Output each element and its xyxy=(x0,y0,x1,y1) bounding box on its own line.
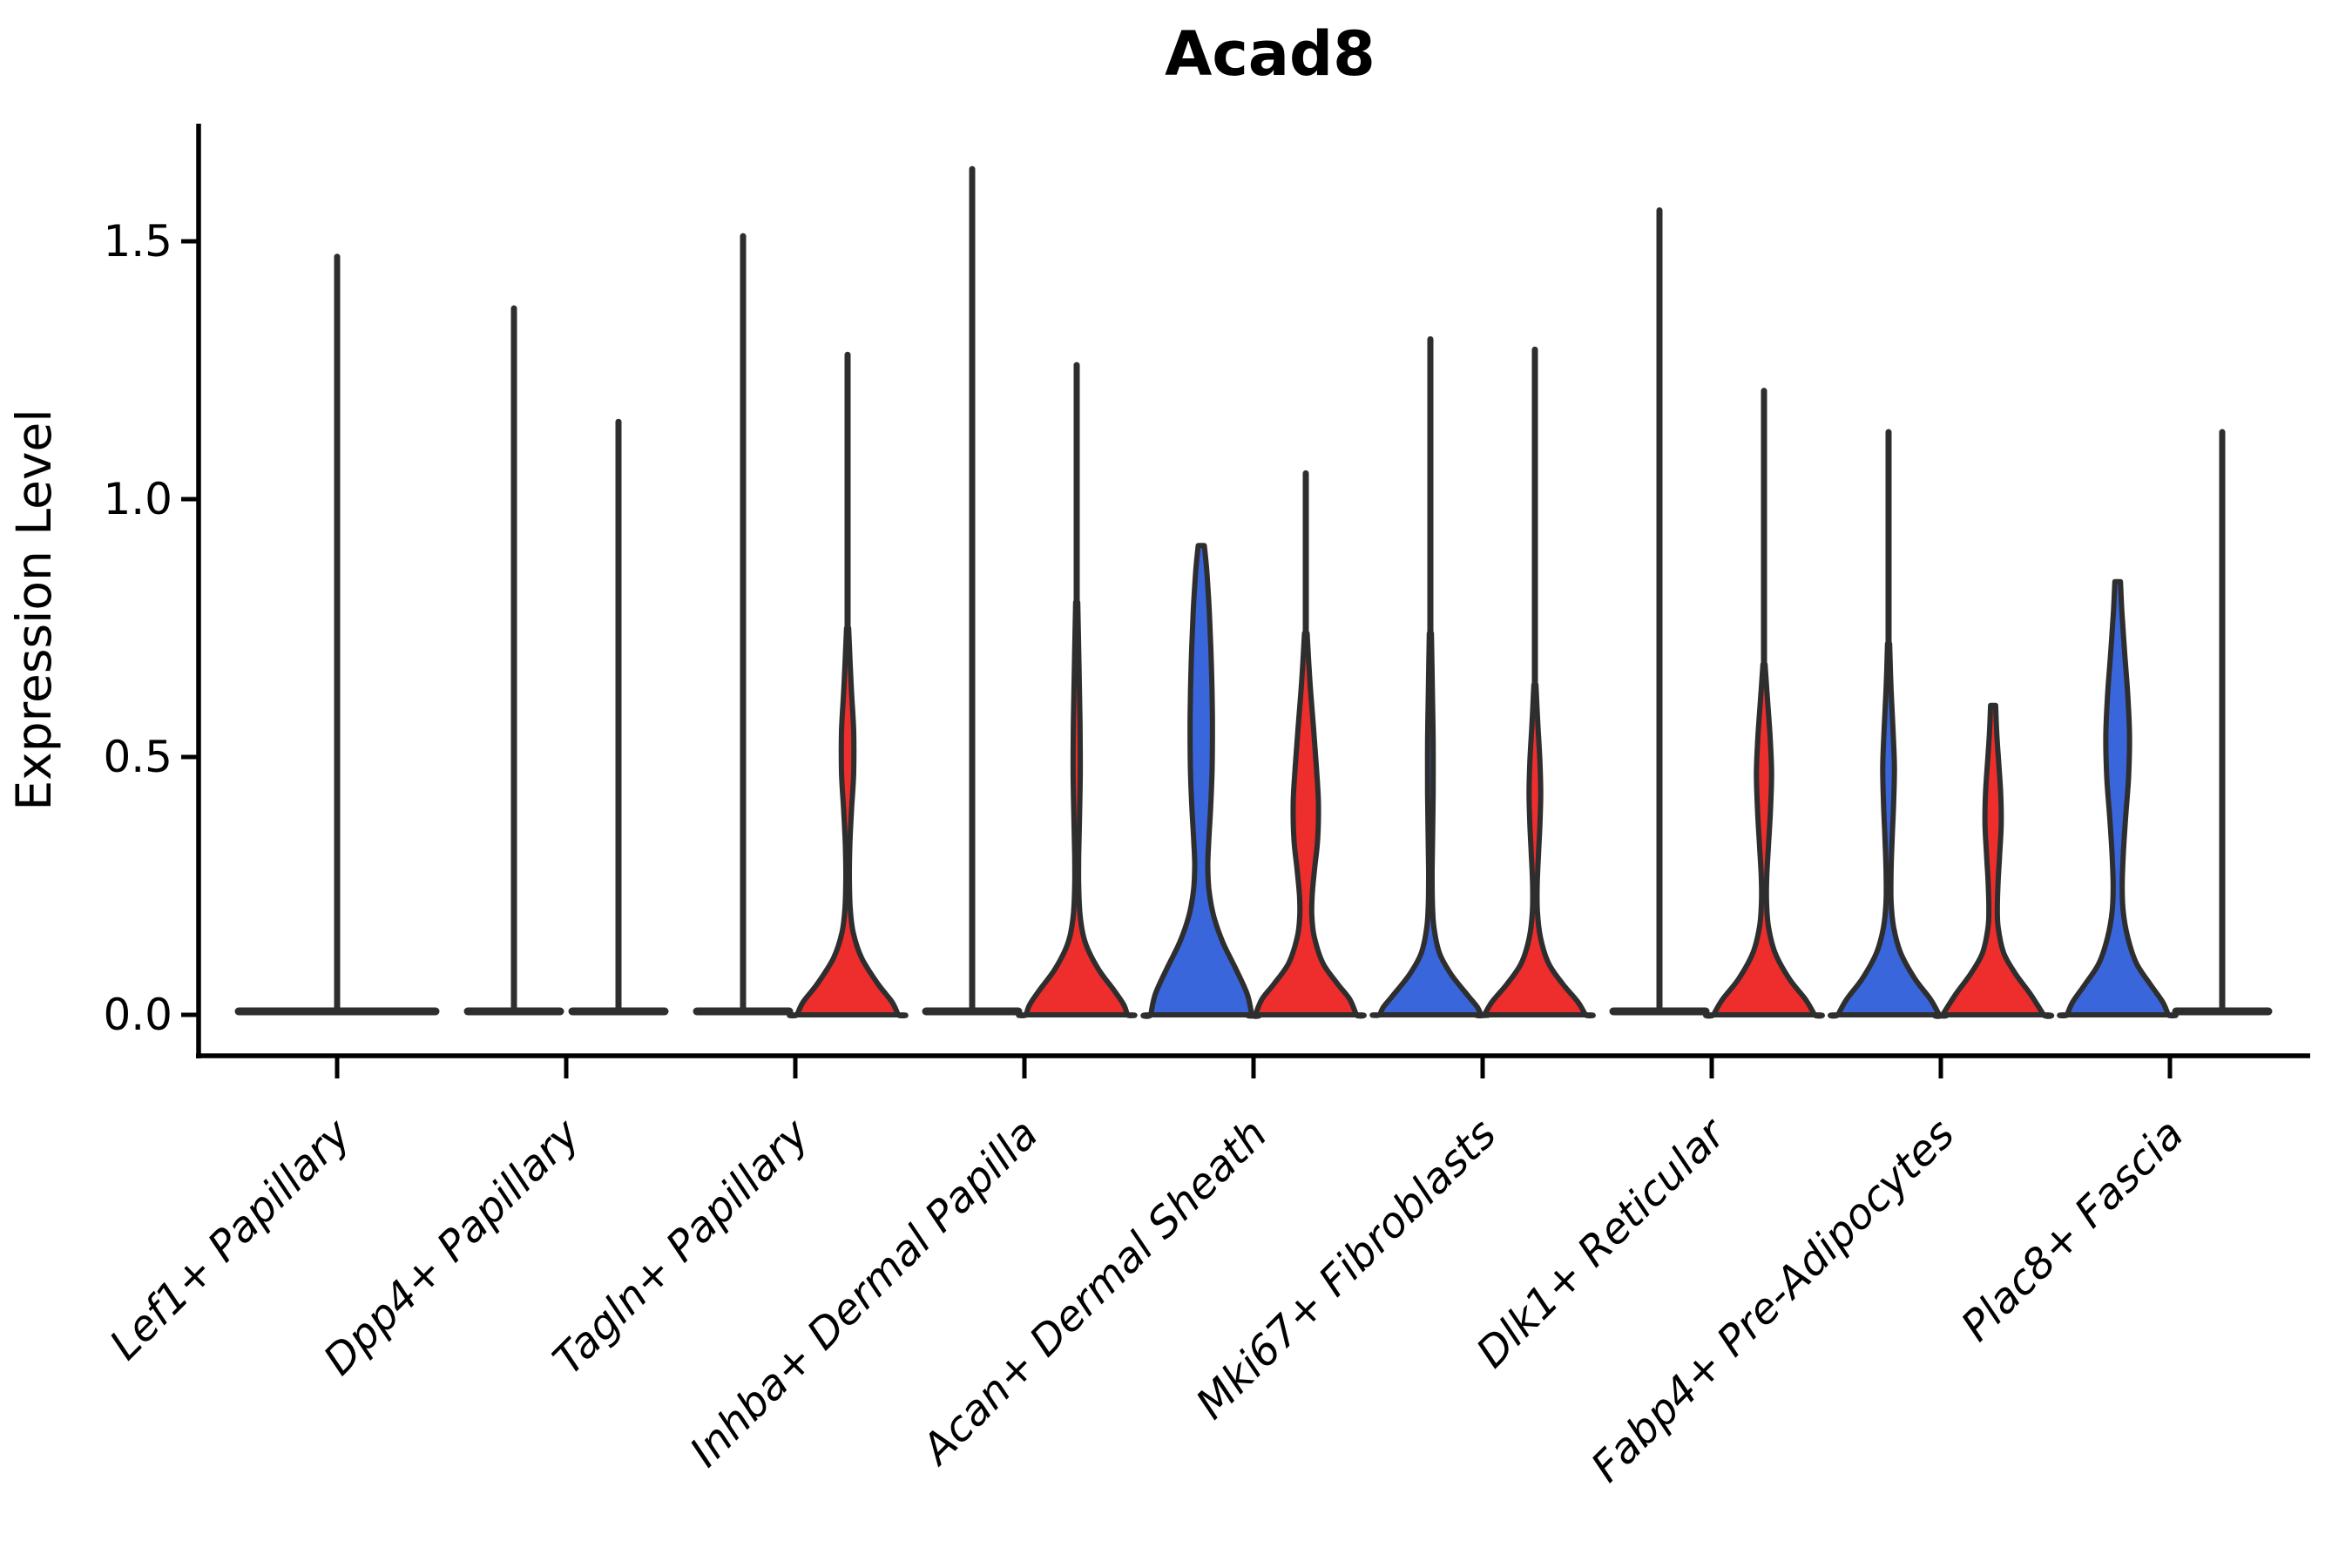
axes xyxy=(181,124,2310,1078)
y-tick-label: 0.5 xyxy=(103,732,172,782)
y-axis-label: Expression Level xyxy=(6,409,62,810)
violin-dpp4-papillary-left xyxy=(463,305,564,1016)
y-tick-label: 1.5 xyxy=(103,216,172,267)
y-tick-labels: 0.0 0.5 1.0 1.5 xyxy=(103,216,172,1040)
y-tick-label: 0.0 xyxy=(103,990,172,1040)
x-category-label: Dpp4+ Papillary xyxy=(314,1109,590,1384)
violin-dlk1-reticular-right xyxy=(1703,388,1825,1019)
x-category-label: Fabp4+ Pre-Adipocytes xyxy=(1582,1110,1964,1492)
violin-fabp4-pre-adipocytes-right xyxy=(1931,702,2055,1019)
violin-tagln-papillary-left xyxy=(693,233,794,1016)
chart-title: Acad8 xyxy=(1165,18,1375,90)
violin-body xyxy=(1245,630,1367,1019)
x-category-label: Plac8+ Fascia xyxy=(1952,1110,2193,1351)
violin-body xyxy=(1931,702,2055,1019)
x-category-label: Tagln+ Papillary xyxy=(544,1109,819,1384)
violin-plac8-fascia-left xyxy=(2057,578,2179,1019)
violin-inhba-dermal-papilla-left xyxy=(922,166,1023,1016)
violin-body xyxy=(1828,640,1950,1019)
violin-body xyxy=(1474,682,1596,1019)
x-category-label: Lef1+ Papillary xyxy=(100,1109,361,1369)
violin-mki67-fibroblasts-left xyxy=(1369,335,1491,1018)
y-tick-label: 1.0 xyxy=(103,474,172,524)
violin-dlk1-reticular-left xyxy=(1609,206,1710,1016)
violin-body xyxy=(1140,543,1262,1019)
violin-body xyxy=(787,625,909,1019)
violin-shapes xyxy=(234,166,2273,1019)
violin-lef1-papillary-full xyxy=(234,253,440,1016)
violin-mki67-fibroblasts-right xyxy=(1474,346,1596,1019)
violin-acan-dermal-sheath-right xyxy=(1245,470,1367,1019)
violin-body xyxy=(1016,599,1138,1018)
violin-body xyxy=(1369,630,1491,1018)
violin-body xyxy=(1703,661,1825,1019)
violin-plac8-fascia-right xyxy=(2172,429,2273,1016)
x-category-label: Dlk1+ Reticular xyxy=(1467,1108,1737,1378)
violin-inhba-dermal-papilla-right xyxy=(1016,362,1138,1018)
violin-body xyxy=(2057,578,2179,1019)
violin-acan-dermal-sheath-left xyxy=(1140,543,1262,1019)
violin-dpp4-papillary-right xyxy=(568,418,669,1016)
violin-fabp4-pre-adipocytes-left xyxy=(1828,429,1950,1019)
violin-tagln-papillary-right xyxy=(787,351,909,1019)
